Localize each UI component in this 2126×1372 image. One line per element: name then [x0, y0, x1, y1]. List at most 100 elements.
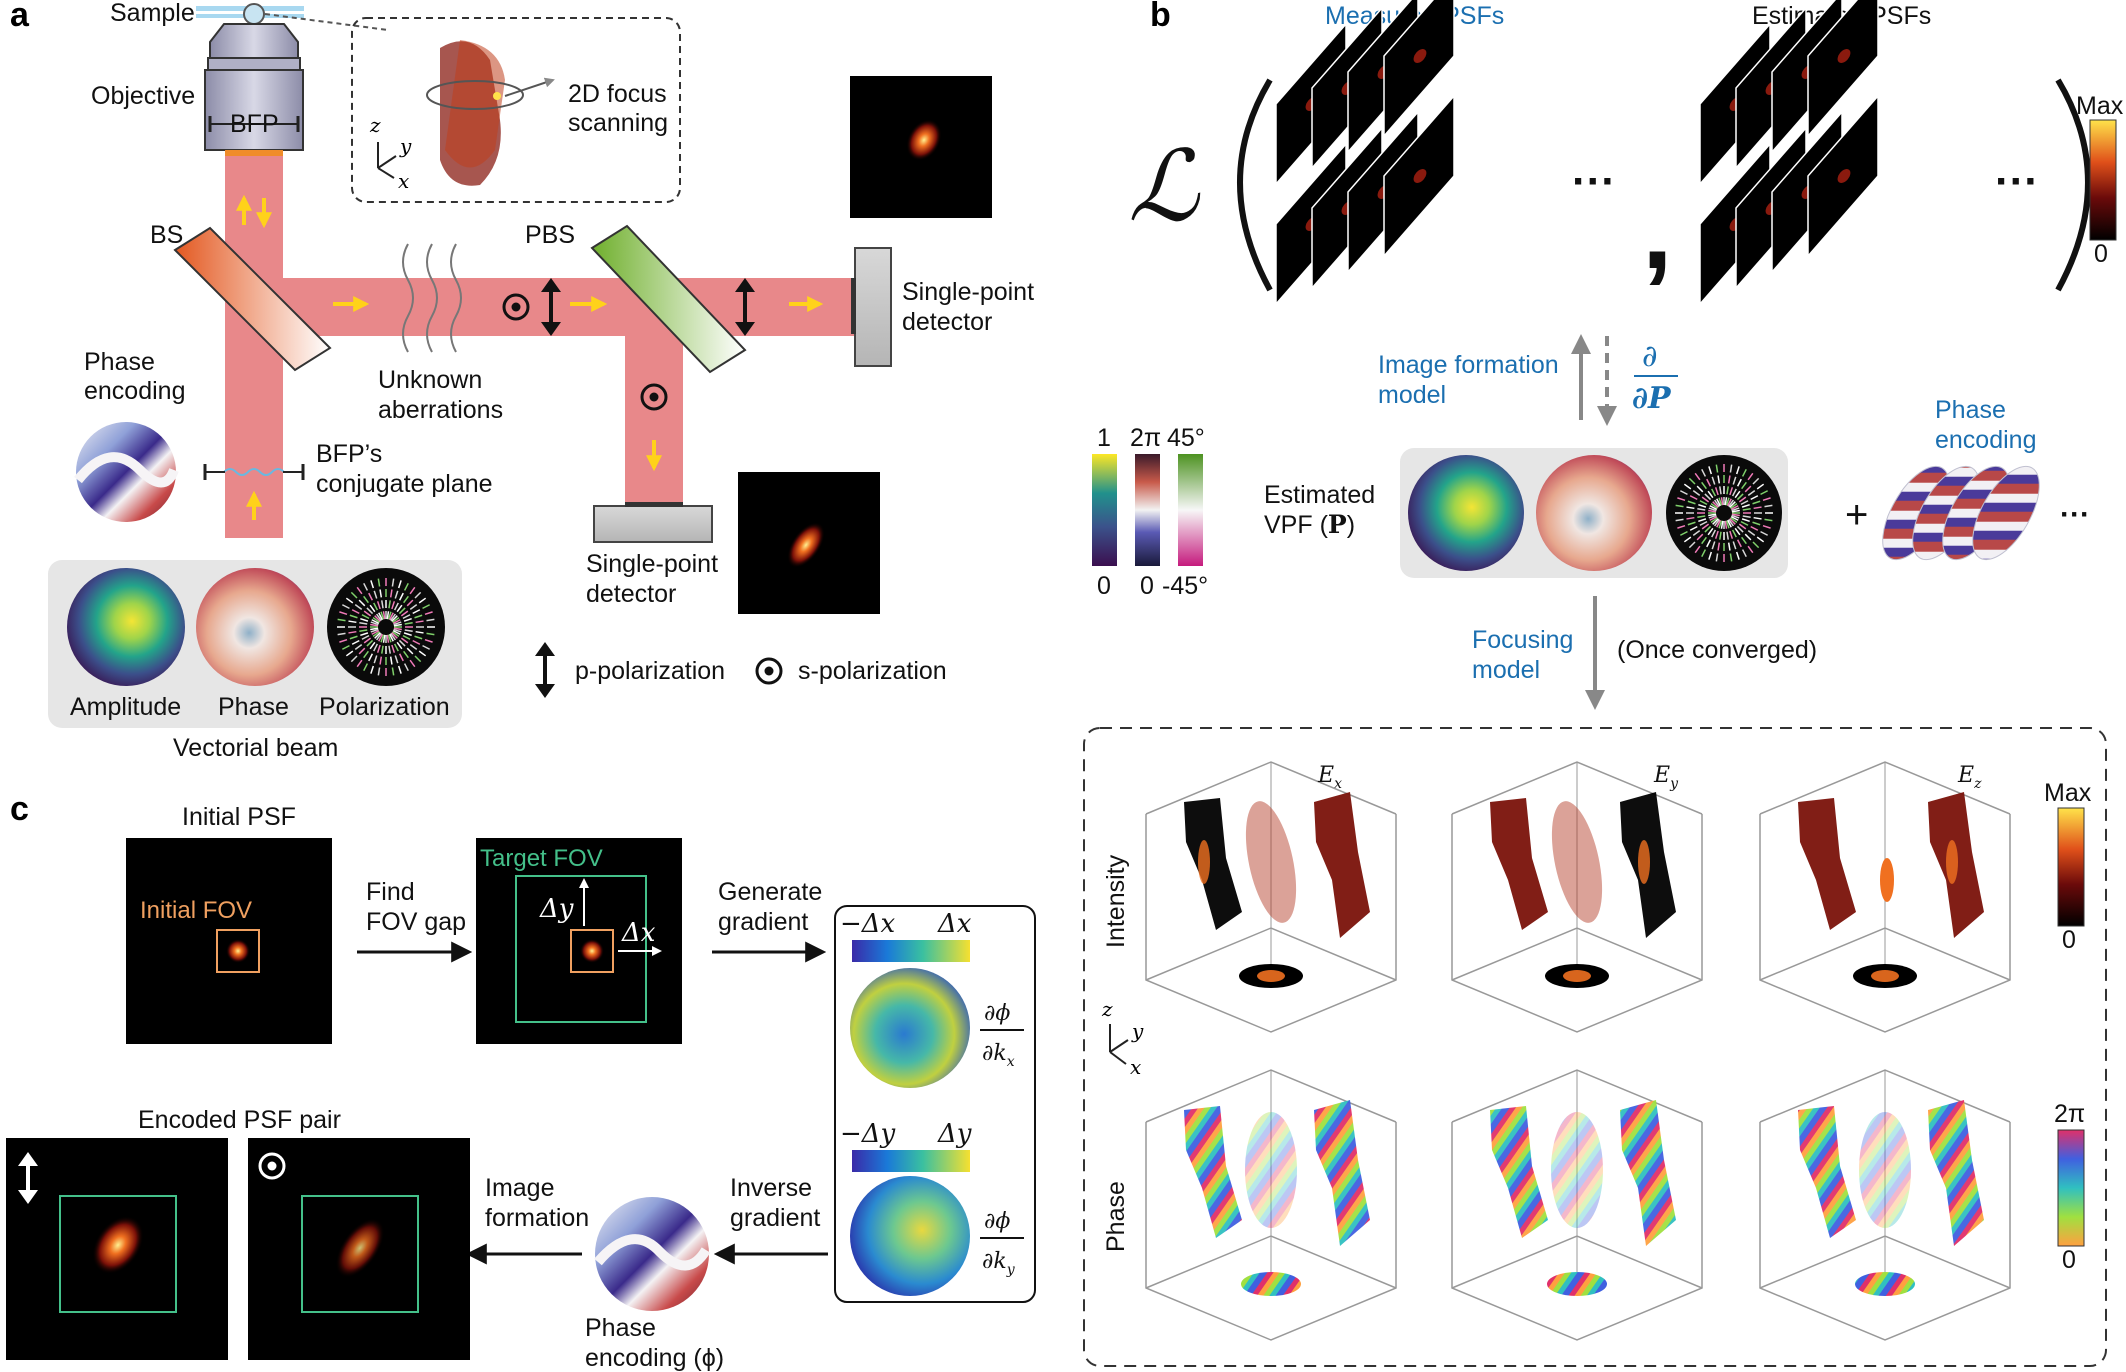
- bs-label: BS: [150, 221, 183, 249]
- plus-sign: +: [1845, 493, 1868, 537]
- phase-encoding-disk-c: [594, 1197, 711, 1311]
- conjugate-plane-mark: [223, 468, 285, 476]
- psf-colorbar-max: Max: [2076, 92, 2124, 120]
- panel-c: c Initial PSF Initial FOV Find FOV gap T…: [6, 790, 1036, 1372]
- down-beam: [625, 336, 683, 506]
- bfp-label: BFP: [230, 110, 279, 138]
- panel-b: b Measured PSFs Estimated PSFs ℒ ··· ···…: [1083, 0, 2124, 1367]
- phase-encoding-b-line1: Phase: [1935, 396, 2006, 424]
- field-cubes: [1145, 761, 2011, 1341]
- aberration-waves: [402, 243, 462, 353]
- detector-bottom: [593, 505, 713, 543]
- dky: ∂ky: [982, 1249, 1016, 1278]
- legend-p-icon: [535, 642, 555, 698]
- grad-x-left: −Δx: [840, 909, 896, 939]
- beam-splitter: [173, 226, 332, 372]
- right-paren: [2055, 78, 2091, 292]
- ellipsis-2: ···: [1995, 157, 2039, 206]
- scale-top-2: 2π: [1130, 424, 1161, 452]
- inverse-line2: gradient: [730, 1204, 820, 1232]
- psf-image-bottom: [738, 472, 880, 614]
- aberrations-line2: aberrations: [378, 396, 503, 424]
- intensity-min: 0: [2062, 926, 2076, 954]
- sample-label: Sample: [110, 0, 195, 27]
- grad-x-right: Δx: [937, 909, 972, 939]
- grad-y-right: Δy: [937, 1119, 972, 1149]
- panel-label-c: c: [10, 790, 29, 828]
- scale-bottom-1: 0: [1097, 572, 1111, 600]
- phase-encoding-stack: [1882, 465, 2040, 561]
- vpf-label-line2: VPF (P): [1264, 510, 1355, 539]
- svg-text:z: z: [1101, 997, 1113, 1021]
- svg-text:y: y: [399, 134, 412, 158]
- phase-min: 0: [2062, 1246, 2076, 1274]
- row-phase: Phase: [1102, 1181, 1130, 1252]
- scale-top-3: 45°: [1167, 424, 1205, 452]
- intensity-colorbar: [2057, 807, 2085, 927]
- svg-text:z: z: [369, 113, 381, 137]
- encoded-psf-p: [6, 1138, 228, 1360]
- aberrations-line1: Unknown: [378, 366, 482, 394]
- initial-psf-image: Initial FOV: [126, 838, 332, 1044]
- legend-s: s-polarization: [798, 657, 947, 685]
- detector-right-line1: Single-point: [902, 278, 1034, 306]
- p-polarization-icon: [541, 278, 561, 336]
- focus-scan-inset: [351, 17, 681, 203]
- panel-label-a: a: [10, 0, 30, 34]
- dx-label: Δx: [621, 918, 656, 948]
- svg-text:x: x: [1130, 1055, 1141, 1079]
- panel-a: a Sample BFP Objective 2D focus scanning…: [10, 0, 1034, 762]
- dkx: ∂kx: [982, 1041, 1015, 1070]
- grad-y-left: −Δy: [840, 1119, 896, 1149]
- amplitude-colorbar: [1092, 454, 1117, 566]
- inverse-line1: Inverse: [730, 1174, 812, 1202]
- focusing-line2: model: [1472, 656, 1540, 684]
- focus-scan-line2: scanning: [568, 109, 668, 137]
- vpf-label-line1: Estimated: [1264, 481, 1375, 509]
- focus-scan-line1: 2D focus: [568, 80, 667, 108]
- detector-right: [854, 247, 892, 367]
- left-paren: [1237, 78, 1273, 292]
- phase-encoding-line1: Phase: [84, 348, 155, 376]
- phase-encoding-c-line2: encoding (ϕ): [585, 1344, 724, 1372]
- scan-arrow: [504, 77, 555, 97]
- ey-label: Ey: [1653, 763, 1679, 792]
- estimated-psf-stack: [1699, 0, 1879, 306]
- legend-s-icon: [755, 657, 783, 685]
- encoded-psf-s: [248, 1138, 470, 1360]
- vpf-amplitude-disk: [1408, 455, 1524, 571]
- psf-image-right: [850, 76, 992, 218]
- focus-volume-icon: [426, 40, 524, 186]
- ellipsis-3: ···: [2060, 498, 2090, 531]
- svg-text:x: x: [398, 169, 409, 193]
- detector-bottom-line2: detector: [586, 580, 676, 608]
- svg-text:y: y: [1131, 1019, 1144, 1043]
- objective-tip: [209, 23, 299, 59]
- objective-body: [204, 69, 304, 151]
- p-polarization-icon-2: [735, 278, 755, 336]
- scale-top-1: 1: [1097, 424, 1111, 452]
- measured-psf-stack: [1275, 0, 1455, 306]
- target-fov-image: Target FOV Δy Δx: [476, 838, 682, 1044]
- phase-disk: [196, 568, 314, 686]
- axes-icon-a: z y x: [369, 113, 412, 193]
- beam-item-polarization: Polarization: [319, 693, 450, 721]
- image-formation-line2: model: [1378, 381, 1446, 409]
- derivative-bottom: ∂P: [1632, 381, 1672, 416]
- find-gap-line2: FOV gap: [366, 908, 466, 936]
- beam-caption: Vectorial beam: [173, 734, 338, 762]
- ex-label: Ex: [1317, 763, 1342, 792]
- find-gap-line1: Find: [366, 878, 415, 906]
- grad-x-bar: [852, 940, 970, 962]
- encoded-pair-label: Encoded PSF pair: [138, 1106, 341, 1134]
- phase-encoding-line2: encoding: [84, 377, 185, 405]
- field-box: [1083, 727, 2107, 1367]
- sample-icon: [243, 3, 265, 25]
- amplitude-disk: [67, 568, 185, 686]
- generate-line1: Generate: [718, 878, 822, 906]
- row-intensity: Intensity: [1102, 854, 1130, 948]
- image-formation-c-line2: formation: [485, 1204, 589, 1232]
- s-polarization-icon: [502, 293, 530, 321]
- phase-max: 2π: [2054, 1100, 2085, 1128]
